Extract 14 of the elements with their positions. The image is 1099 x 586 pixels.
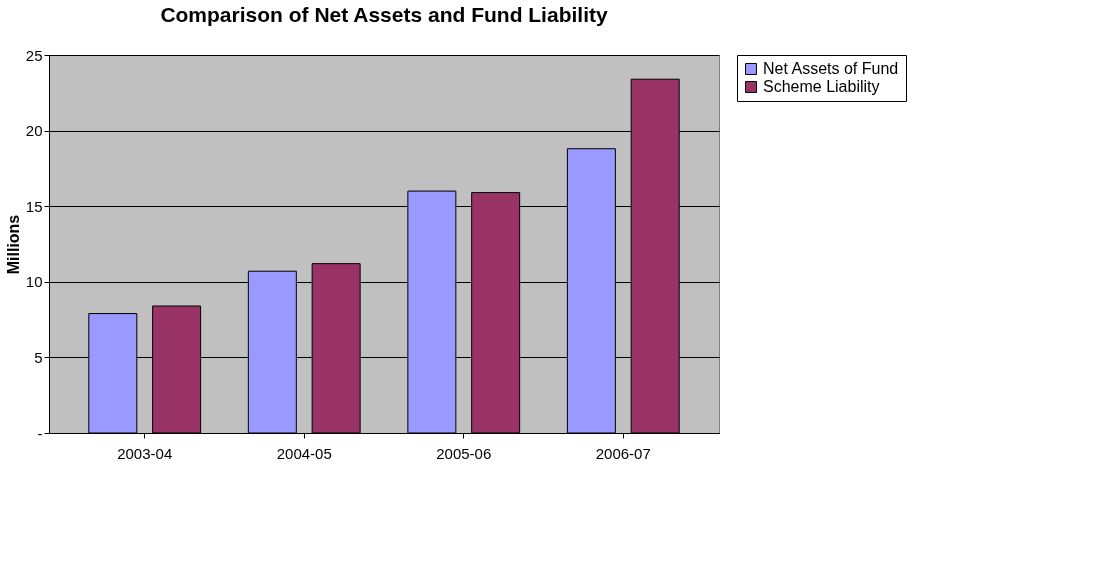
x-tick-label: 2006-07: [595, 444, 651, 462]
y-tick-label: -: [37, 424, 43, 442]
y-tick-label: 5: [34, 348, 43, 366]
y-tick-label: 15: [25, 197, 43, 215]
legend-label: Scheme Liability: [763, 78, 880, 95]
x-tick-label: 2003-04: [117, 444, 173, 462]
y-axis-title: Millions: [4, 214, 22, 275]
y-tick-label: 25: [25, 46, 43, 64]
chart-title: Comparison of Net Assets and Fund Liability: [160, 3, 608, 26]
y-tick-label: 10: [25, 273, 43, 291]
y-tick-label: 20: [25, 122, 43, 140]
legend-label: Net Assets of Fund: [763, 60, 899, 77]
x-tick-label: 2004-05: [276, 444, 332, 462]
x-tick-label: 2005-06: [436, 444, 492, 462]
